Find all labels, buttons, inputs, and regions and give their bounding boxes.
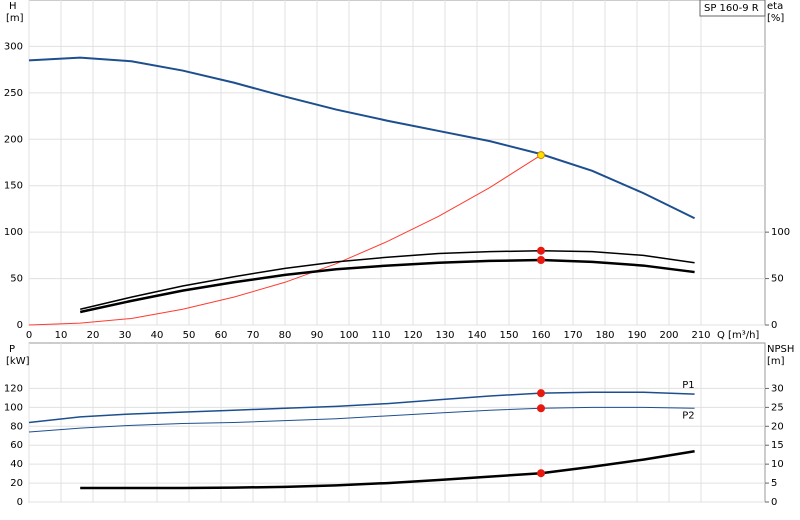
x-tick-label: 60	[215, 330, 228, 341]
y-tick-label: 80	[10, 421, 23, 432]
y2-tick-label: 0	[771, 320, 777, 331]
y2-axis-unit: [m]	[767, 356, 785, 367]
y-tick-label: 250	[4, 88, 23, 99]
x-tick-label: 110	[371, 330, 390, 341]
y-tick-label: 100	[4, 227, 23, 238]
y-tick-label: 120	[4, 383, 23, 394]
x-tick-label: 140	[467, 330, 486, 341]
y-tick-label: 40	[10, 459, 23, 470]
operating-point	[537, 256, 545, 264]
x-tick-label: 160	[531, 330, 550, 341]
y2-axis-label: eta	[767, 1, 783, 12]
series-label: P2	[682, 410, 694, 421]
y-tick-label: 60	[10, 440, 23, 451]
x-tick-label: 30	[119, 330, 132, 341]
x-tick-label: 190	[627, 330, 646, 341]
x-tick-label: 80	[279, 330, 292, 341]
curve	[28, 391, 695, 424]
x-tick-label: 20	[87, 330, 100, 341]
x-tick-label: 100	[339, 330, 358, 341]
y-tick-label: 0	[17, 497, 23, 508]
y2-tick-label: 30	[771, 383, 784, 394]
x-tick-label: 150	[499, 330, 518, 341]
operating-point	[537, 469, 545, 478]
y-tick-label: 100	[4, 402, 23, 413]
x-tick-label: 200	[659, 330, 678, 341]
y-tick-label: 150	[4, 181, 23, 192]
x-tick-label: 130	[435, 330, 454, 341]
curve	[79, 258, 695, 314]
x-tick-label: 90	[311, 330, 324, 341]
x-tick-label: 10	[55, 330, 68, 341]
y-axis-unit: [m]	[6, 13, 24, 24]
curve	[28, 406, 695, 433]
chart-title: SP 160-9 R	[704, 3, 759, 14]
x-tick-label: 0	[26, 330, 32, 341]
y2-tick-label: 25	[771, 402, 784, 413]
y-tick-label: 300	[4, 41, 23, 52]
curve	[28, 154, 542, 326]
operating-point	[537, 389, 545, 398]
curve	[80, 249, 695, 310]
x-tick-label: 50	[183, 330, 196, 341]
y-axis-label: P	[9, 344, 15, 355]
y2-axis-label: NPSH	[767, 344, 794, 355]
series-label: P1	[682, 380, 694, 391]
y2-tick-label: 0	[771, 497, 777, 508]
y2-axis-unit: [%]	[767, 13, 784, 24]
x-axis-label: Q [m³/h]	[717, 330, 759, 341]
title-box	[699, 0, 766, 17]
x-tick-label: 180	[595, 330, 614, 341]
y2-tick-label: 100	[771, 227, 790, 238]
y-tick-label: 20	[10, 478, 23, 489]
x-tick-label: 210	[691, 330, 710, 341]
y-axis-label: H	[9, 1, 17, 12]
operating-point	[537, 151, 545, 160]
y2-tick-label: 20	[771, 421, 784, 432]
y2-tick-label: 5	[771, 478, 777, 489]
plot-area	[28, 0, 766, 326]
y-tick-label: 200	[4, 134, 23, 145]
y2-tick-label: 50	[771, 274, 784, 285]
x-tick-label: 40	[151, 330, 164, 341]
x-tick-label: 70	[247, 330, 260, 341]
y2-tick-label: 10	[771, 459, 784, 470]
y-tick-label: 0	[17, 320, 23, 331]
plot-area	[28, 342, 766, 503]
curve	[80, 450, 695, 490]
y-axis-unit: [kW]	[6, 356, 30, 367]
curve	[28, 56, 696, 220]
x-tick-label: 120	[403, 330, 422, 341]
operating-point	[537, 404, 545, 413]
y-tick-label: 50	[10, 274, 23, 285]
operating-point	[537, 246, 545, 255]
x-tick-label: 170	[563, 330, 582, 341]
y2-tick-label: 15	[771, 440, 784, 451]
